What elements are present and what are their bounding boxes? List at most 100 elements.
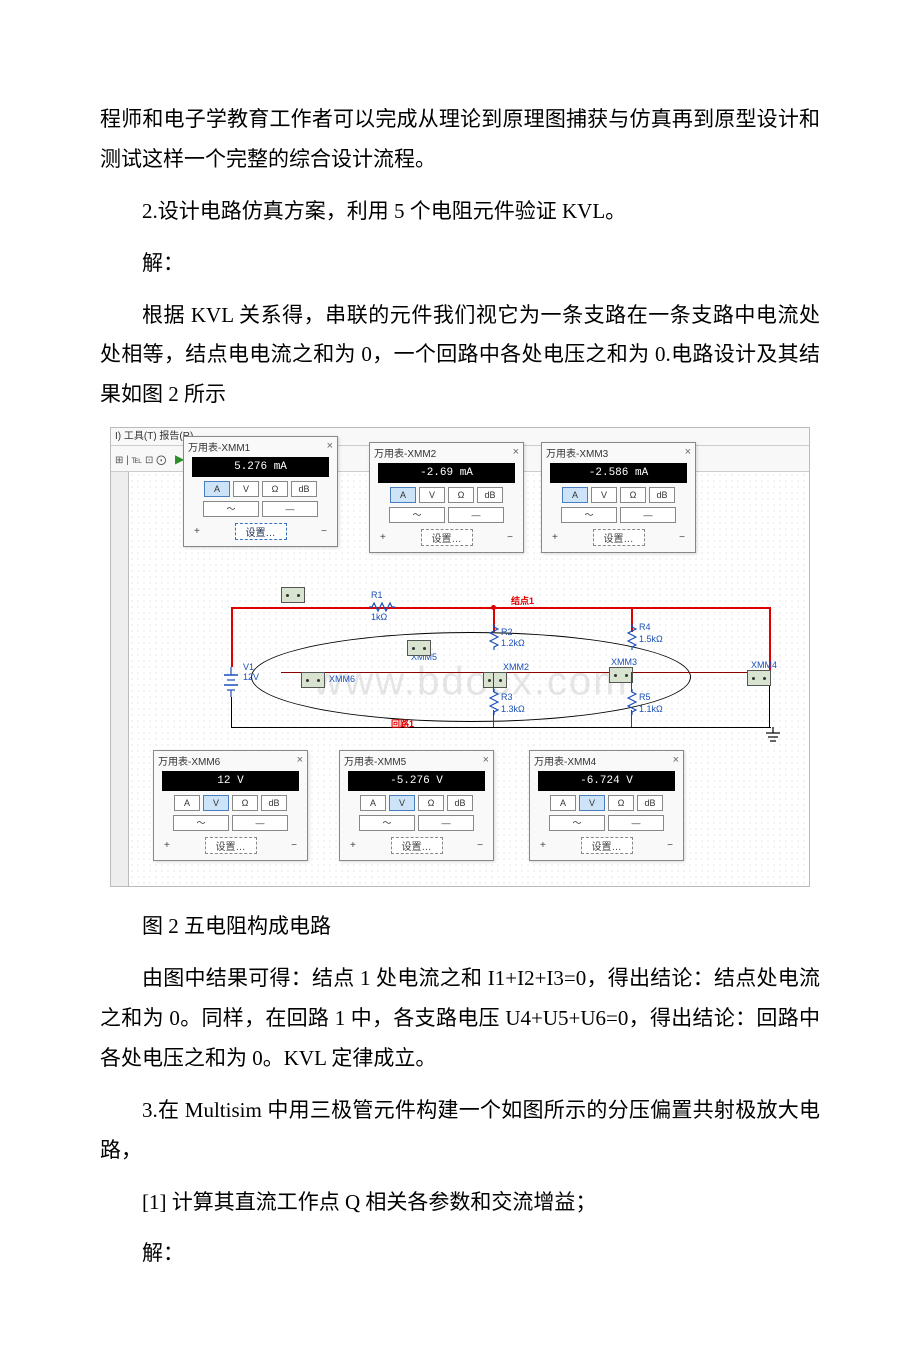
terminal-plus: + [350,840,356,851]
btn-dc[interactable]: — [418,815,474,831]
label-xmm4s: XMM4 [751,660,777,670]
label-xmm6s: XMM6 [329,674,355,684]
btn-volts[interactable]: V [591,487,617,503]
btn-ohms[interactable]: Ω [418,795,444,811]
label-r2-name: R2 [501,627,513,637]
label-r5-val: 1.1kΩ [639,704,663,714]
btn-amps[interactable]: A [360,795,386,811]
btn-dc[interactable]: — [262,501,318,517]
settings-button[interactable]: 设置… [391,837,443,854]
meter-xmm5-title: XMM5 [377,757,406,768]
wire-top-rail [231,607,771,609]
btn-ac[interactable]: ～ [549,815,605,831]
btn-volts[interactable]: V [579,795,605,811]
wire-right-bot [769,686,770,727]
terminal-plus: + [552,532,558,543]
terminal-plus: + [380,532,386,543]
close-icon[interactable]: × [327,440,333,452]
label-r1-name: R1 [371,590,383,600]
xmm4-symbol[interactable] [747,670,771,686]
btn-ac[interactable]: ～ [561,507,617,523]
meter-xmm6-display: 12 V [162,771,299,791]
settings-button[interactable]: 设置… [205,837,257,854]
btn-dc[interactable]: — [620,507,676,523]
toolbar-group-1[interactable]: ⊞ | ℡ ⊡ ⨀ [115,455,166,466]
btn-ohms[interactable]: Ω [232,795,258,811]
r1-symbol [369,602,395,612]
label-r2-val: 1.2kΩ [501,638,525,648]
btn-ac[interactable]: ～ [359,815,415,831]
btn-ohms[interactable]: Ω [620,487,646,503]
meter-xmm1-title: XMM1 [221,443,250,454]
meter-xmm6[interactable]: 万用表-XMM6× 12 V A V Ω dB ～ — +设置…− [153,750,308,861]
paragraph-result: 由图中结果可得：结点 1 处电流之和 I1+I2+I3=0，得出结论：结点处电流… [100,959,820,1079]
meter-prefix: 万用表- [158,757,191,768]
btn-ac[interactable]: ～ [389,507,445,523]
r2-symbol [489,624,499,650]
meter-prefix: 万用表- [534,757,567,768]
close-icon[interactable]: × [673,754,679,766]
close-icon[interactable]: × [483,754,489,766]
terminal-minus: − [291,840,297,851]
meter-xmm3[interactable]: 万用表-XMM3× -2.586 mA A V Ω dB ～ — +设置…− [541,442,696,553]
meter-xmm5[interactable]: 万用表-XMM5× -5.276 V A V Ω dB ～ — +设置…− [339,750,494,861]
btn-amps[interactable]: A [174,795,200,811]
settings-button[interactable]: 设置… [421,529,473,546]
btn-db[interactable]: dB [261,795,287,811]
close-icon[interactable]: × [513,446,519,458]
xmm3-symbol[interactable] [609,667,633,683]
terminal-plus: + [540,840,546,851]
btn-volts[interactable]: V [233,481,259,497]
schematic-canvas[interactable]: www.bdocx.com 结点1 R1 1kΩ R2 1.2kΩ R4 [111,472,809,886]
btn-ohms[interactable]: Ω [608,795,634,811]
label-r1-val: 1kΩ [371,612,387,622]
btn-ac[interactable]: ～ [203,501,259,517]
btn-ac[interactable]: ～ [173,815,229,831]
btn-amps[interactable]: A [204,481,230,497]
xmm6-symbol[interactable] [301,672,325,688]
meter-xmm6-title: XMM6 [191,757,220,768]
label-r3-name: R3 [501,692,513,702]
btn-dc[interactable]: — [232,815,288,831]
close-icon[interactable]: × [297,754,303,766]
ruler-left [111,472,129,886]
btn-volts[interactable]: V [419,487,445,503]
label-r4-name: R4 [639,622,651,632]
xmm5-symbol[interactable] [407,640,431,656]
meter-xmm4-display: -6.724 V [538,771,675,791]
label-solution-2: 解： [100,1234,820,1274]
paragraph-q2: 2.设计电路仿真方案，利用 5 个电阻元件验证 KVL。 [100,192,820,232]
meter-xmm2[interactable]: 万用表-XMM2× -2.69 mA A V Ω dB ～ — +设置…− [369,442,524,553]
meter-xmm5-display: -5.276 V [348,771,485,791]
btn-volts[interactable]: V [203,795,229,811]
meter-xmm1[interactable]: 万用表-XMM1× 5.276 mA A V Ω dB ～ — +设置…− [183,436,338,547]
btn-amps[interactable]: A [550,795,576,811]
label-loop1: 回路1 [391,717,414,730]
btn-dc[interactable]: — [448,507,504,523]
btn-amps[interactable]: A [562,487,588,503]
btn-ohms[interactable]: Ω [448,487,474,503]
meter-xmm3-display: -2.586 mA [550,463,687,483]
meter-xmm4[interactable]: 万用表-XMM4× -6.724 V A V Ω dB ～ — +设置…− [529,750,684,861]
btn-db[interactable]: dB [477,487,503,503]
btn-db[interactable]: dB [637,795,663,811]
btn-db[interactable]: dB [649,487,675,503]
settings-button[interactable]: 设置… [593,529,645,546]
xmm2-symbol[interactable] [483,672,507,688]
btn-volts[interactable]: V [389,795,415,811]
btn-amps[interactable]: A [390,487,416,503]
label-r5-name: R5 [639,692,651,702]
wire-r3-bot [493,710,494,727]
close-icon[interactable]: × [685,446,691,458]
meter-prefix: 万用表- [344,757,377,768]
settings-button[interactable]: 设置… [581,837,633,854]
wire-r5-bot [631,710,632,727]
wire-v1-bot [231,697,232,727]
xmm1-symbol[interactable] [281,587,305,603]
btn-ohms[interactable]: Ω [262,481,288,497]
settings-button[interactable]: 设置… [235,523,287,540]
btn-db[interactable]: dB [447,795,473,811]
btn-db[interactable]: dB [291,481,317,497]
terminal-minus: − [321,526,327,537]
btn-dc[interactable]: — [608,815,664,831]
